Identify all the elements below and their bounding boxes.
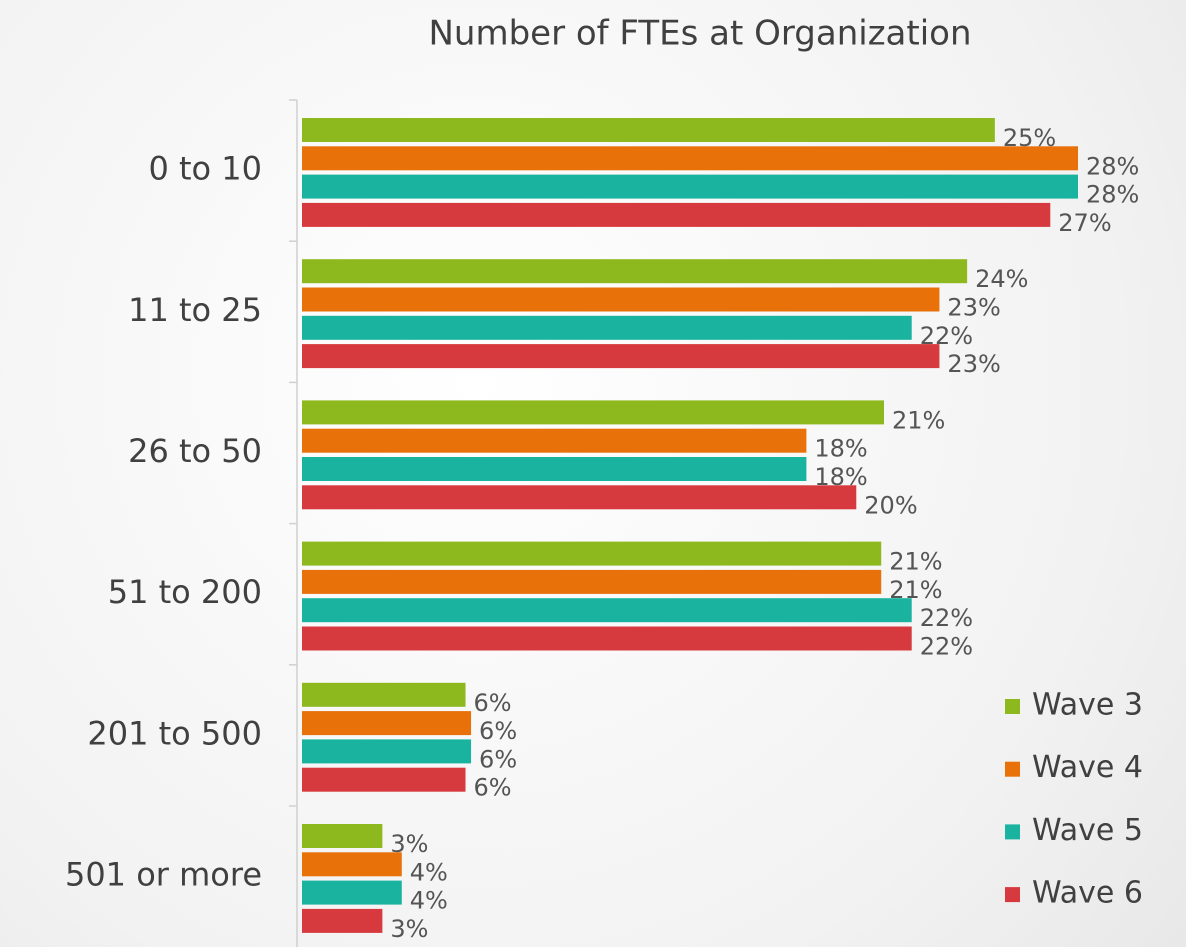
data-label: 6% — [474, 774, 512, 802]
data-label: 6% — [474, 689, 512, 717]
data-label: 22% — [920, 633, 973, 661]
bar — [302, 146, 1078, 171]
bar — [302, 118, 995, 142]
bar — [302, 852, 402, 877]
bar — [302, 428, 807, 453]
bar — [302, 541, 882, 566]
legend-label: Wave 6 — [1032, 876, 1143, 911]
bar — [302, 767, 466, 792]
legend-swatch — [1005, 761, 1020, 777]
data-label: 21% — [892, 406, 945, 434]
y-tick-label: 0 to 10 — [148, 150, 262, 188]
bar — [302, 739, 472, 764]
data-label: 4% — [410, 858, 448, 886]
data-label: 3% — [390, 915, 428, 943]
y-tick-label: 51 to 200 — [108, 573, 262, 611]
bar — [302, 711, 472, 736]
data-label: 6% — [479, 745, 517, 773]
bar — [302, 682, 466, 707]
bar — [302, 259, 968, 284]
y-tick-label: 11 to 25 — [128, 291, 262, 329]
bar — [302, 202, 1051, 227]
data-label: 4% — [410, 887, 448, 915]
data-label: 23% — [947, 294, 1000, 322]
y-tick-label: 201 to 500 — [87, 714, 262, 752]
bar — [302, 908, 383, 933]
y-tick-label: 501 or more — [65, 856, 262, 894]
bar — [302, 287, 940, 312]
data-label: 6% — [479, 717, 517, 745]
data-label: 22% — [920, 604, 973, 632]
data-label: 20% — [864, 491, 917, 519]
legend-label: Wave 3 — [1032, 688, 1143, 723]
bar — [302, 457, 807, 481]
bar — [302, 626, 912, 651]
legend-swatch — [1005, 824, 1020, 840]
bar — [302, 880, 402, 905]
data-label: 23% — [947, 350, 1000, 378]
chart-title: Number of FTEs at Organization — [428, 14, 971, 54]
bar — [302, 824, 383, 848]
bar — [302, 598, 912, 623]
data-label: 21% — [889, 548, 942, 576]
data-label: 28% — [1086, 181, 1139, 209]
legend-swatch — [1005, 699, 1020, 714]
bar — [302, 174, 1078, 199]
data-label: 28% — [1086, 152, 1139, 180]
bar — [302, 569, 882, 594]
data-label: 24% — [975, 265, 1028, 293]
bar — [302, 485, 857, 510]
legend-label: Wave 5 — [1032, 813, 1143, 848]
legend-swatch — [1005, 887, 1020, 903]
bar — [302, 315, 912, 340]
legend-label: Wave 4 — [1032, 750, 1143, 785]
bar — [302, 400, 884, 425]
y-tick-label: 26 to 50 — [128, 432, 262, 470]
bar — [302, 344, 940, 369]
data-label: 27% — [1058, 209, 1111, 237]
data-label: 18% — [814, 435, 867, 463]
